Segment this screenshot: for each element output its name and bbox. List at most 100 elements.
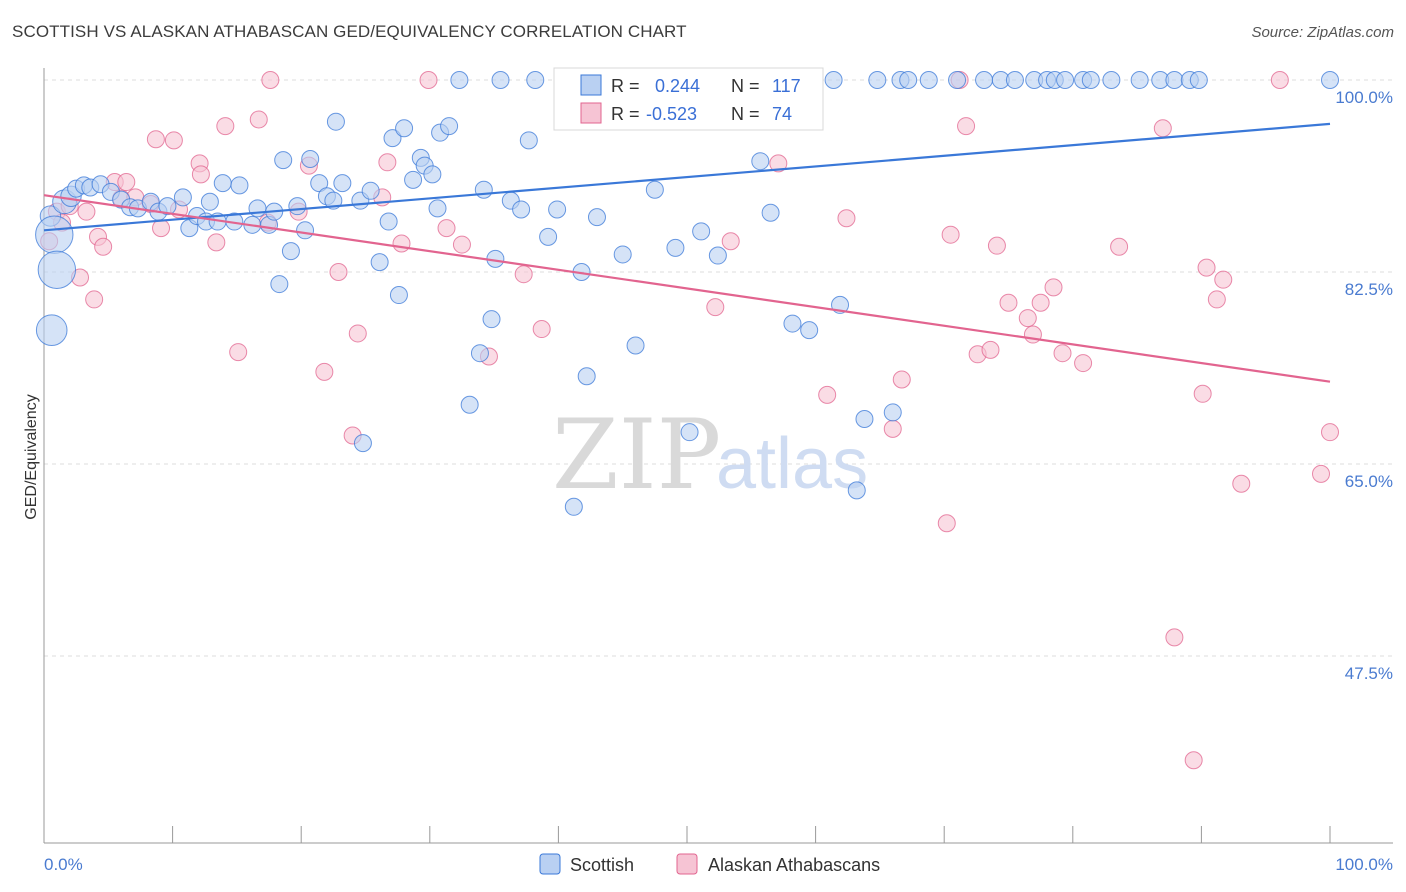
alaskan-point-62 <box>1153 119 1172 138</box>
alaskan-point-73 <box>437 219 456 238</box>
alaskan-point-57 <box>1031 293 1050 312</box>
bottom-legend-label-scottish: Scottish <box>570 855 634 875</box>
alaskan-point-11 <box>117 173 136 192</box>
alaskan-point-38 <box>514 265 533 284</box>
scottish-point-96 <box>919 71 938 89</box>
scottish-point-114 <box>883 403 902 422</box>
scottish-point-59 <box>474 180 493 199</box>
bottom-legend-label-alaskan: Alaskan Athabascans <box>708 855 880 875</box>
alaskan-point-43 <box>818 385 837 404</box>
alaskan-point-28 <box>315 362 334 381</box>
chart-title: SCOTTISH VS ALASKAN ATHABASCAN GED/EQUIV… <box>12 22 687 41</box>
scottish-point-78 <box>645 180 664 199</box>
scottish-point-104 <box>1056 71 1075 89</box>
scottish-point-73 <box>587 208 606 227</box>
legend-n-label-alaskan: N = <box>731 104 760 124</box>
alaskan-point-59 <box>1053 344 1072 363</box>
scottish-point-1 <box>35 215 74 254</box>
legend-swatch-scottish <box>580 74 602 96</box>
scottish-point-113 <box>847 481 866 500</box>
alaskan-point-5 <box>77 202 96 221</box>
series-scottish <box>35 71 1339 516</box>
alaskan-point-42 <box>769 154 788 173</box>
bottom-legend-swatch-scottish <box>539 853 561 875</box>
scottish-point-57 <box>460 395 479 414</box>
y-tick-labels: 100.0% 82.5% 65.0% 47.5% <box>1335 88 1393 683</box>
scottish-point-83 <box>708 246 727 265</box>
scottish-point-107 <box>1102 71 1121 89</box>
alaskan-point-72 <box>1270 71 1289 89</box>
scottish-point-3 <box>35 314 68 346</box>
scottish-point-88 <box>783 314 802 333</box>
alaskan-point-33 <box>378 153 397 172</box>
scottish-point-100 <box>1005 71 1024 89</box>
alaskan-point-8 <box>94 237 113 256</box>
scottish-point-110 <box>1165 71 1184 89</box>
alaskan-point-70 <box>1311 464 1330 483</box>
scottish-point-85 <box>751 152 770 171</box>
legend-n-label-scottish: N = <box>731 76 760 96</box>
scottish-point-81 <box>680 423 699 442</box>
scottish-point-87 <box>761 203 780 222</box>
scottish-point-45 <box>379 212 398 231</box>
scottish-point-23 <box>213 174 232 193</box>
scottish-point-90 <box>800 321 819 340</box>
legend-r-label-alaskan: R = <box>611 104 640 124</box>
scottish-point-46 <box>383 129 402 148</box>
chart-source: Source: ZipAtlas.com <box>1251 24 1394 41</box>
alaskan-point-35 <box>419 71 438 89</box>
scottish-point-17 <box>173 188 192 207</box>
alaskan-point-39 <box>532 320 551 339</box>
x-tick-label-max: 100.0% <box>1335 855 1393 874</box>
y-tick-label-0: 100.0% <box>1335 88 1393 107</box>
stats-legend: R = 0.244 N = 117 R = -0.523 N = 74 <box>553 67 824 131</box>
series-legend: Scottish Alaskan Athabascans <box>539 853 880 875</box>
alaskan-point-19 <box>191 165 210 184</box>
watermark: ZIP atlas <box>552 399 868 511</box>
scottish-point-66 <box>526 71 545 89</box>
alaskan-point-61 <box>1110 237 1129 256</box>
scottish-point-31 <box>274 151 293 170</box>
bottom-legend-swatch-alaskan <box>676 853 698 875</box>
scottish-point-56 <box>450 71 469 89</box>
alaskan-point-55 <box>1018 309 1037 328</box>
scottish-point-35 <box>301 149 320 168</box>
scottish-point-16 <box>158 197 177 216</box>
trend-line-alaskan <box>43 194 1331 383</box>
watermark-zip: ZIP <box>552 399 721 511</box>
alaskan-point-53 <box>987 236 1006 255</box>
alaskan-point-50 <box>957 117 976 136</box>
legend-swatch-alaskan <box>580 102 602 124</box>
x-tick-label-min: 0.0% <box>44 855 83 874</box>
scottish-point-30 <box>270 275 289 294</box>
scottish-point-106 <box>1081 71 1100 89</box>
scottish-point-91 <box>824 71 843 89</box>
alaskan-point-40 <box>706 298 725 317</box>
alaskan-point-45 <box>883 419 902 438</box>
grid-lines <box>44 79 1393 657</box>
y-tick-label-3: 47.5% <box>1345 664 1393 683</box>
alaskan-point-34 <box>392 234 411 253</box>
alaskan-point-58 <box>1044 278 1063 297</box>
alaskan-point-63 <box>1165 628 1184 647</box>
alaskan-point-69 <box>1232 474 1251 493</box>
scottish-point-2 <box>37 250 77 290</box>
alaskan-point-16 <box>164 131 183 150</box>
alaskan-point-48 <box>941 225 960 244</box>
scottish-point-43 <box>361 181 380 200</box>
alaskan-point-47 <box>937 514 956 533</box>
scottish-point-70 <box>564 497 583 516</box>
scottish-point-93 <box>855 410 874 429</box>
alaskan-point-71 <box>1321 423 1339 442</box>
scottish-point-98 <box>975 71 994 89</box>
scottish-point-33 <box>288 197 307 216</box>
scottish-point-76 <box>626 336 645 355</box>
alaskan-point-36 <box>452 235 471 254</box>
alaskan-point-44 <box>837 209 856 228</box>
scottish-point-49 <box>404 170 423 189</box>
legend-n-value-scottish: 117 <box>772 76 801 96</box>
legend-r-label-scottish: R = <box>611 76 640 96</box>
scottish-point-72 <box>577 367 596 386</box>
scottish-point-27 <box>248 199 267 218</box>
